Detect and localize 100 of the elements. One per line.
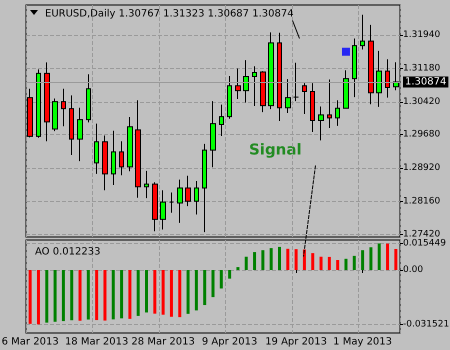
candlestick [368,24,374,105]
bar [228,270,232,279]
candlestick [219,104,224,136]
candlestick [260,70,266,113]
bar [344,258,348,270]
y-tick-label: 1.31940 [403,30,440,40]
candlestick [102,135,108,191]
bar [294,249,298,270]
candlestick [94,123,99,174]
bar [178,270,182,318]
y-tick-label: 1.30420 [403,97,440,108]
y-tick-label: 1.28160 [403,196,440,207]
bar [162,270,165,315]
candlestick [360,14,365,50]
x-tick-label: 19 Apr 2013 [265,336,328,348]
bar [128,270,132,319]
candlestick [160,190,166,230]
bar [394,248,398,270]
candlestick [277,32,282,122]
candlestick [135,100,141,198]
candlestick [202,143,207,233]
bar [54,270,57,322]
candlestick [310,82,315,133]
bar [170,270,173,317]
candlestick [227,76,232,120]
bar [203,270,206,306]
bar [378,243,381,270]
candlestick [385,58,390,98]
bar [145,270,148,312]
y-tick-label: 0.00 [403,265,424,276]
candlestick [61,88,66,127]
bar [236,267,240,270]
y-tick-label: 0.015449 [403,238,446,248]
candlestick [169,192,174,214]
bar [386,244,390,270]
candlestick [86,74,91,123]
y-tick-label: 1.29680 [403,130,440,140]
chart-title: EURUSD,Daily 1.30767 1.31323 1.30687 1.30874 [45,8,294,20]
candlestick [69,94,74,156]
candlestick [152,182,158,232]
candlestick [285,78,291,114]
y-tick-label: -0.031521 [403,319,450,330]
bar [153,270,156,314]
candlestick [119,140,124,176]
bar [95,270,98,320]
bar [70,270,74,320]
bar [361,250,364,270]
y-tick-label: 1.27420 [403,229,440,240]
candlestick [210,100,216,168]
bar [103,270,106,321]
bar [212,270,214,298]
bar [86,270,90,320]
candlestick [144,170,149,199]
candlestick [352,38,357,98]
candlestick [302,82,307,114]
candlestick [318,106,324,141]
bar [78,270,82,321]
candlestick [44,62,50,142]
text: AO 0.012233 [35,246,100,258]
bar [311,253,314,270]
y-tick-label: 1.31180 [403,64,440,74]
bar [244,256,248,270]
annotation: Signal [249,140,302,158]
candlestick [185,175,191,207]
candlestick [343,70,349,109]
candlestick [177,179,183,224]
candlestick [111,130,116,186]
bar [278,246,281,270]
bar [136,270,140,316]
y-tick-label: 1.28920 [403,163,440,174]
candlestick [194,180,199,216]
bar [286,248,290,270]
x-tick-label: 28 Mar 2013 [131,336,195,348]
bar [261,250,264,270]
candlestick [376,50,382,108]
bar [186,270,190,314]
candlestick [77,107,83,162]
bar [28,270,32,324]
bar [336,260,340,270]
ref-line-label: 1.30874 [405,76,446,88]
bar [352,256,356,270]
bar [220,270,223,288]
bar [302,249,306,270]
bar [36,270,40,324]
bar [45,270,48,323]
candlestick [127,116,133,172]
bar [320,256,323,270]
candlestick [293,62,299,102]
candlestick [235,68,241,100]
bar [328,256,331,270]
candlestick [243,60,249,103]
x-tick-label: 9 Apr 2013 [202,336,258,348]
bar [120,270,124,318]
bar [112,270,115,320]
bar [194,270,198,310]
x-tick-label: 1 May 2013 [333,336,392,348]
bar [369,247,372,270]
bar [253,252,256,270]
candlestick [252,66,257,107]
candlestick [327,79,332,129]
